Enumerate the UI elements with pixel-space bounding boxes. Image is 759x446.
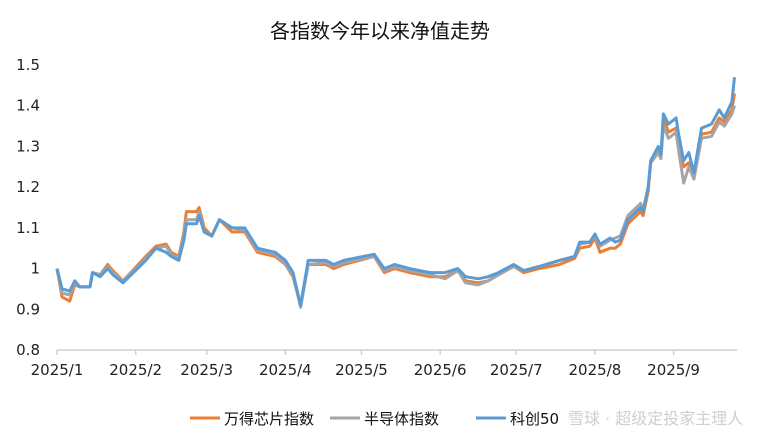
y-tick-label: 1.4 bbox=[16, 97, 40, 115]
watermark: 雪球 · 超级定投家主理人 bbox=[568, 409, 743, 428]
legend-item: 半导体指数 bbox=[330, 410, 439, 428]
x-tick-label: 2025/5 bbox=[335, 361, 388, 379]
x-tick-label: 2025/1 bbox=[31, 361, 84, 379]
series-line-1 bbox=[55, 93, 736, 307]
y-tick-label: 1 bbox=[30, 260, 40, 278]
x-tick-label: 2025/9 bbox=[647, 361, 700, 379]
y-tick-label: 1.2 bbox=[16, 178, 40, 196]
x-tick-label: 2025/6 bbox=[414, 361, 467, 379]
y-tick-label: 1.1 bbox=[16, 219, 40, 237]
y-tick-label: 1.5 bbox=[16, 56, 40, 74]
legend-label: 万得芯片指数 bbox=[224, 410, 314, 428]
x-tick-label: 2025/8 bbox=[569, 361, 622, 379]
legend: 万得芯片指数 半导体指数 科创50 bbox=[190, 410, 559, 428]
x-tick-label: 2025/7 bbox=[490, 361, 543, 379]
chart-title: 各指数今年以来净值走势 bbox=[270, 19, 490, 43]
y-tick-label: 0.9 bbox=[16, 300, 40, 318]
series-line-3 bbox=[55, 77, 736, 307]
plot-area bbox=[55, 77, 736, 309]
legend-label: 半导体指数 bbox=[364, 410, 439, 428]
legend-label: 科创50 bbox=[510, 410, 559, 428]
x-axis: 2025/1 2025/2 2025/3 2025/4 2025/5 2025/6 2025… bbox=[31, 349, 737, 379]
x-tick-label: 2025/4 bbox=[259, 361, 312, 379]
x-tick-label: 2025/3 bbox=[180, 361, 233, 379]
y-tick-label: 0.8 bbox=[16, 341, 40, 359]
x-tick-label: 2025/2 bbox=[109, 361, 162, 379]
legend-item: 万得芯片指数 bbox=[190, 410, 314, 428]
y-axis: 0.8 0.9 1 1.1 1.2 1.3 1.4 1.5 bbox=[16, 56, 40, 359]
series-line-2 bbox=[55, 105, 736, 309]
legend-item: 科创50 bbox=[476, 410, 559, 428]
y-tick-label: 1.3 bbox=[16, 137, 40, 155]
